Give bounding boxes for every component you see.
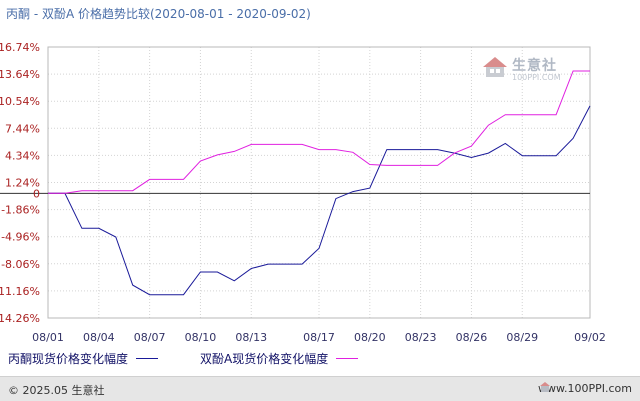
y-tick-label: -8.06%: [1, 258, 40, 271]
x-tick-label: 08/04: [83, 331, 115, 344]
y-tick-label: 4.34%: [5, 149, 40, 162]
watermark-brand: 生意社: [512, 58, 557, 74]
watermark-url: 100PPI.COM: [512, 73, 561, 82]
series-line-acetone: [48, 105, 591, 296]
y-tick-label: -1.86%: [1, 204, 40, 217]
chart-title: 丙酮 - 双酚A 价格趋势比较(2020-08-01 - 2020-09-02): [6, 7, 311, 21]
legend-swatch-bpa: [336, 357, 359, 359]
x-tick-label: 08/13: [235, 331, 267, 344]
y-tick-labels: 16.74% 13.64% 10.54% 7.44% 4.34% 1.24%0 -1.86%…: [0, 41, 40, 325]
y-tick-label: -4.96%: [1, 231, 40, 244]
axis-layer: [0, 46, 591, 319]
line-chart: 16.74% 13.64% 10.54% 7.44% 4.34% 1.24%0 -1.86%…: [0, 41, 606, 344]
x-tick-label: 08/26: [456, 331, 488, 344]
legend-item-acetone: 丙酮现货价格变化幅度: [8, 350, 159, 366]
x-tick-label: 08/20: [354, 331, 386, 344]
y-tick-label: -11.16%: [0, 285, 40, 298]
x-tick-label: 08/10: [185, 331, 217, 344]
x-tick-label: 08/29: [506, 331, 538, 344]
footer-logo-icon: [540, 382, 550, 392]
y-tick-label: 7.44%: [5, 122, 40, 135]
plot-frame: [47, 46, 591, 319]
x-tick-label: 08/17: [303, 331, 335, 344]
footer-bar: © 2025.05 生意社 www.100PPI.com: [0, 376, 640, 401]
legend-label-bpa: 双酚A现货价格变化幅度: [200, 351, 329, 366]
x-tick-label: 08/07: [134, 331, 166, 344]
y-tick-label: 16.74%: [0, 41, 40, 54]
x-tick-label: 08/23: [405, 331, 437, 344]
y-tick-label: 0: [33, 187, 40, 200]
footer-copyright: © 2025.05 生意社: [8, 384, 105, 397]
watermark-house-icon: [483, 57, 507, 77]
y-tick-label: 10.54%: [0, 95, 40, 108]
footer-site-link[interactable]: www.100PPI.com: [538, 382, 632, 395]
series-line-bpa: [48, 70, 590, 194]
x-tick-labels: 08/01 08/04 08/07 08/10 08/13 08/17 08/20 08/23…: [32, 331, 606, 344]
legend-swatch-acetone: [136, 357, 159, 359]
x-tick-label: 09/02: [574, 331, 606, 344]
series-layer: [48, 70, 591, 296]
y-tick-label: -14.26%: [0, 312, 40, 325]
grid-layer: [47, 46, 591, 319]
x-tick-label: 08/01: [32, 331, 64, 344]
legend-label-acetone: 丙酮现货价格变化幅度: [8, 351, 129, 366]
y-tick-label: 1.24%: [5, 177, 40, 190]
y-tick-label: 13.64%: [0, 68, 40, 81]
legend-item-bpa: 双酚A现货价格变化幅度: [200, 350, 359, 366]
